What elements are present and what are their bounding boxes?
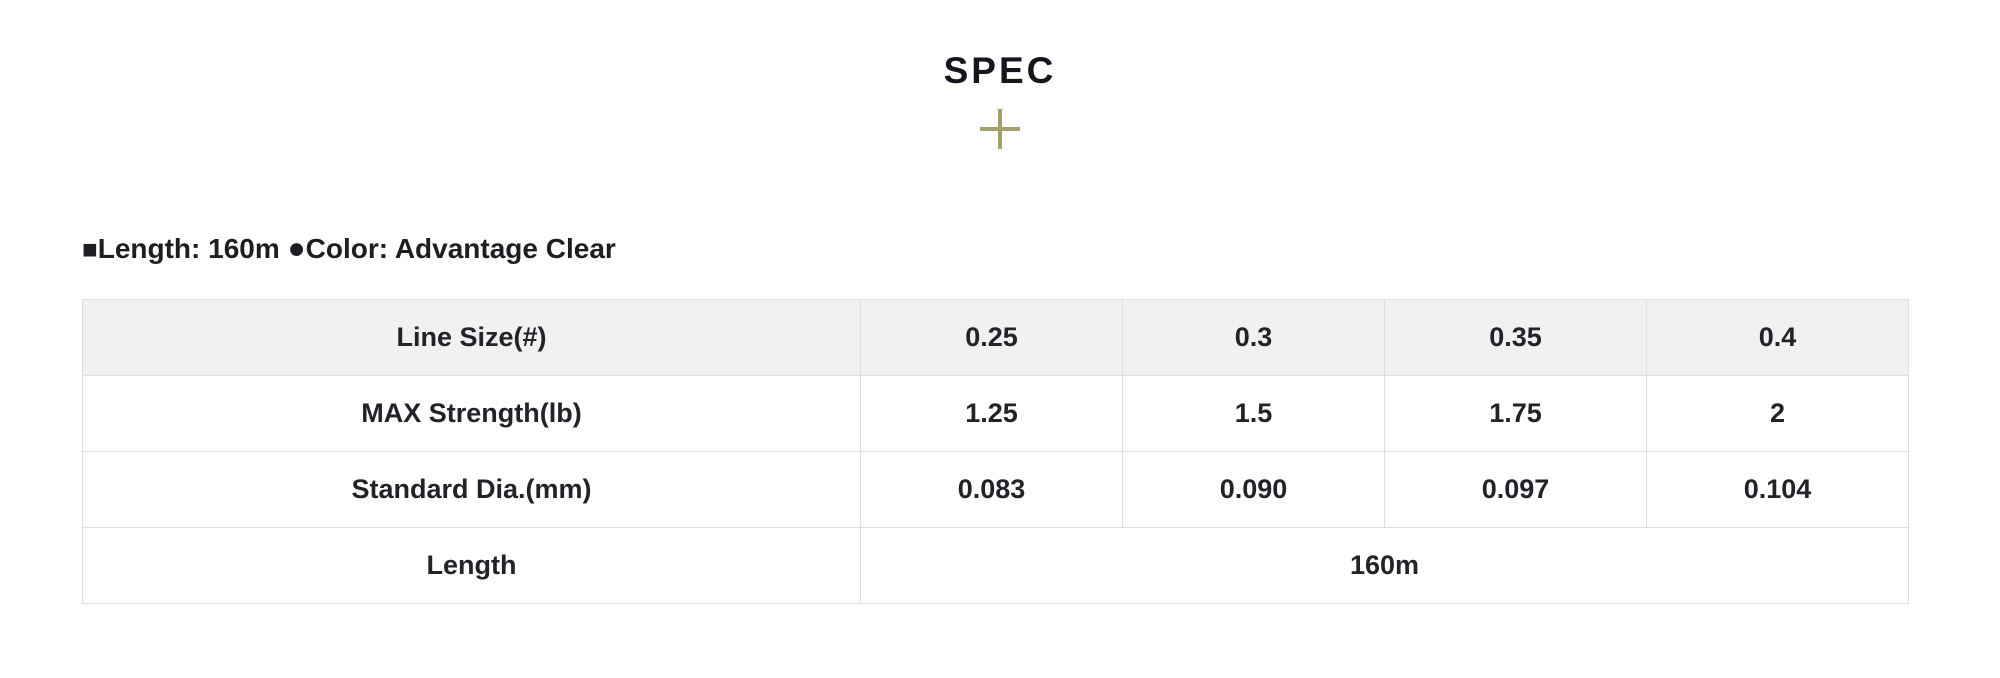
cell-line-size-4: 0.4 [1646, 298, 1909, 376]
spec-heading-wrap: SPEC [82, 0, 1918, 93]
cell-line-size-3: 0.35 [1384, 298, 1647, 376]
spec-info-line: ■ Length: 160m ● Color: Advantage Clear [82, 233, 1918, 265]
plus-icon [980, 108, 1020, 149]
square-bullet-icon: ■ [82, 233, 98, 264]
cell-standard-dia-3: 0.097 [1384, 450, 1647, 528]
cell-max-strength-1: 1.25 [860, 374, 1123, 452]
spec-table: Line Size(#) 0.25 0.3 0.35 0.4 MAX Stren… [82, 298, 1909, 604]
cell-max-strength-4: 2 [1646, 374, 1909, 452]
table-row-length: Length 160m [82, 526, 1909, 604]
cell-standard-dia-2: 0.090 [1122, 450, 1385, 528]
cell-length-merged: 160m [860, 526, 1909, 604]
row-label-line-size: Line Size(#) [82, 298, 861, 376]
cell-standard-dia-4: 0.104 [1646, 450, 1909, 528]
spec-color-text: Color: Advantage Clear [305, 232, 616, 264]
page-title: SPEC [943, 50, 1057, 91]
cell-max-strength-2: 1.5 [1122, 374, 1385, 452]
cell-line-size-2: 0.3 [1122, 298, 1385, 376]
plus-icon-wrap [82, 108, 1918, 149]
row-label-max-strength: MAX Strength(lb) [82, 374, 861, 452]
spec-separator [280, 233, 288, 265]
row-label-standard-dia: Standard Dia.(mm) [82, 450, 861, 528]
table-row-standard-dia: Standard Dia.(mm) 0.083 0.090 0.097 0.10… [82, 450, 1909, 528]
table-row-line-size: Line Size(#) 0.25 0.3 0.35 0.4 [82, 298, 1909, 376]
cell-max-strength-3: 1.75 [1384, 374, 1647, 452]
circle-bullet-icon: ● [287, 231, 306, 265]
cell-line-size-1: 0.25 [860, 298, 1123, 376]
table-row-max-strength: MAX Strength(lb) 1.25 1.5 1.75 2 [82, 374, 1909, 452]
cell-standard-dia-1: 0.083 [860, 450, 1123, 528]
row-label-length: Length [82, 526, 861, 604]
spec-length-text: Length: 160m [97, 232, 280, 264]
